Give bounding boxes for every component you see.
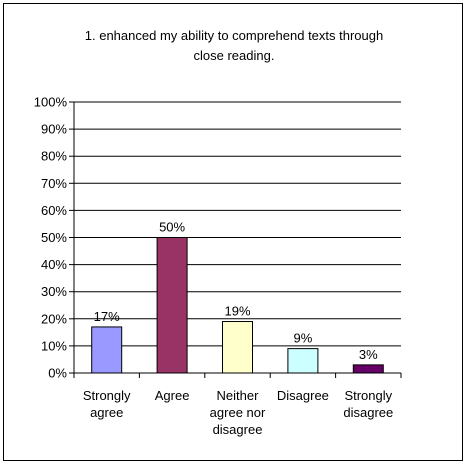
category-labels: Strongly agree Agree Neither agree nor disagr…	[83, 388, 393, 437]
category-label: Neither	[217, 388, 260, 403]
y-tick-label: 20%	[41, 311, 67, 326]
y-tick-label: 50%	[41, 230, 67, 245]
chart-title-line: close reading.	[194, 48, 275, 63]
category-label: agree	[90, 405, 123, 420]
y-tick-label: 80%	[41, 149, 67, 164]
gridlines	[69, 101, 401, 374]
data-label: 9%	[294, 331, 313, 346]
y-tick-label: 0%	[48, 366, 67, 381]
category-label: Strongly	[344, 388, 392, 403]
bars	[91, 237, 384, 374]
chart-title: 1. enhanced my ability to comprehend tex…	[85, 28, 383, 63]
y-tick-labels: 0% 10% 20% 30% 40% 50% 60% 70% 80% 90% 100%	[34, 95, 68, 381]
y-tick-label: 40%	[41, 257, 67, 272]
y-tick-label: 90%	[41, 122, 67, 137]
bar-3	[287, 348, 319, 374]
data-label: 3%	[359, 347, 378, 362]
category-label: Agree	[155, 388, 190, 403]
chart-title-line: 1. enhanced my ability to comprehend tex…	[85, 28, 383, 43]
bar-1	[156, 237, 188, 374]
category-label: Strongly	[83, 388, 131, 403]
data-label: 19%	[224, 304, 250, 319]
category-label: disagree	[343, 405, 393, 420]
bar-2	[222, 321, 253, 374]
y-tick-label: 30%	[41, 284, 67, 299]
data-labels: 17% 50% 19% 9% 3%	[94, 220, 378, 362]
category-label: disagree	[213, 422, 263, 437]
category-label: Disagree	[277, 388, 329, 403]
data-label: 17%	[94, 309, 120, 324]
chart-frame	[3, 3, 463, 461]
bar-4	[352, 364, 384, 374]
y-tick-label: 100%	[34, 95, 68, 110]
y-tick-label: 70%	[41, 176, 67, 191]
y-tick-label: 60%	[41, 203, 67, 218]
y-tick-label: 10%	[41, 338, 67, 353]
data-label: 50%	[159, 220, 185, 235]
bar-0	[91, 326, 123, 374]
category-label: agree nor	[210, 405, 266, 420]
